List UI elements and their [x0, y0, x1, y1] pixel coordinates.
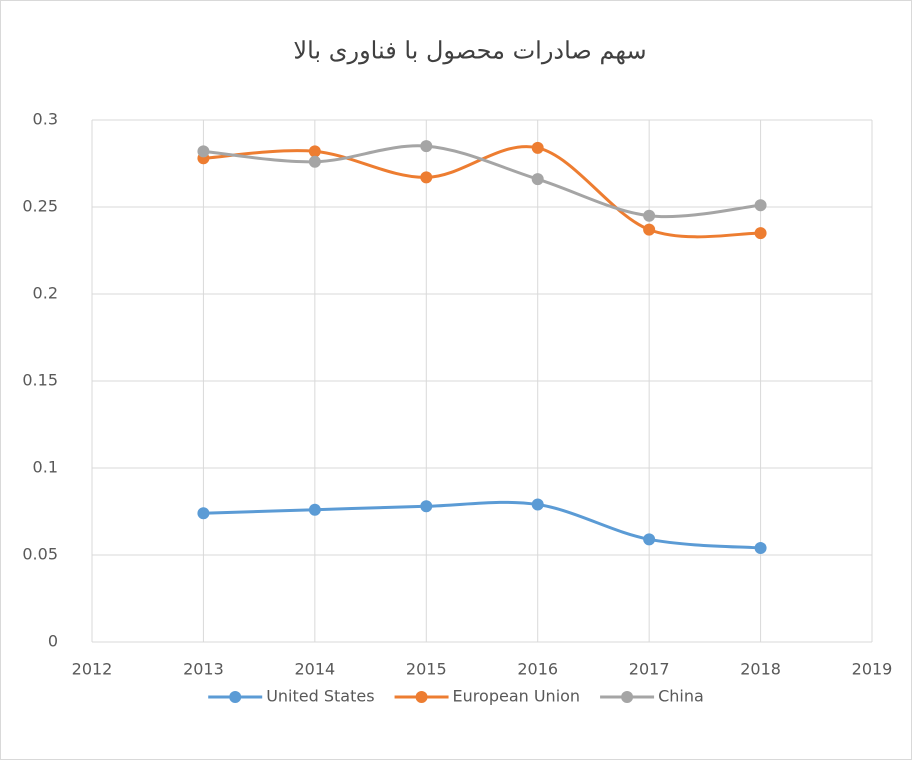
- series-line: [203, 144, 761, 219]
- data-point: [197, 145, 210, 158]
- x-tick-label: 2017: [629, 660, 670, 679]
- legend-marker: [229, 691, 242, 703]
- series-line: [203, 500, 761, 550]
- x-tick-label: 2013: [183, 660, 224, 679]
- y-tick-label: 0.3: [33, 110, 58, 129]
- chart-title: سهم صادرات محصول با فناوری بالا: [293, 37, 646, 65]
- data-point: [308, 145, 321, 158]
- data-point: [420, 500, 433, 513]
- data-point: [420, 171, 433, 184]
- x-tick-label: 2015: [406, 660, 447, 679]
- data-point: [643, 223, 656, 236]
- data-point: [754, 227, 767, 240]
- series-line: [203, 145, 761, 239]
- y-tick-label: 0: [48, 632, 58, 651]
- legend-marker: [621, 691, 634, 703]
- y-tick-label: 0.15: [22, 371, 58, 390]
- data-point: [308, 503, 321, 516]
- y-tick-label: 0.25: [22, 197, 58, 216]
- x-tick-label: 2019: [852, 660, 893, 679]
- data-point: [531, 498, 544, 511]
- data-point: [531, 141, 544, 154]
- x-tick-label: 2012: [72, 660, 113, 679]
- legend-label: United States: [266, 687, 374, 706]
- legend-label: European Union: [453, 687, 581, 706]
- y-tick-label: 0.05: [22, 545, 58, 564]
- legend-marker: [415, 691, 428, 703]
- data-point: [754, 199, 767, 212]
- data-point: [643, 209, 656, 222]
- data-point: [308, 155, 321, 168]
- data-point: [754, 542, 767, 555]
- y-tick-label: 0.1: [33, 458, 58, 477]
- x-tick-label: 2018: [740, 660, 781, 679]
- data-point: [643, 533, 656, 546]
- x-tick-label: 2016: [517, 660, 558, 679]
- data-point: [531, 173, 544, 186]
- x-tick-label: 2014: [294, 660, 335, 679]
- y-tick-label: 0.2: [33, 284, 58, 303]
- data-point: [197, 507, 210, 520]
- data-point: [420, 140, 433, 153]
- legend-label: China: [658, 687, 704, 706]
